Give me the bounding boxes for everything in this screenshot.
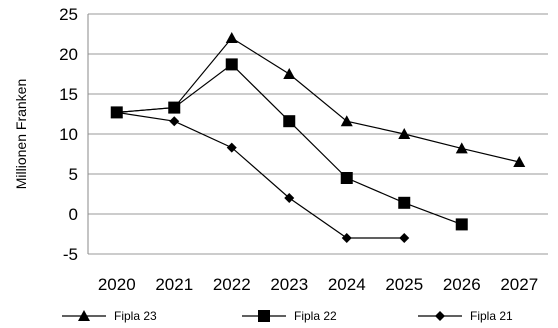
data-point-diamond	[169, 116, 180, 127]
y-tick-label: -5	[63, 245, 78, 264]
y-tick-labels: 25 20 15 10 5 0 -5	[59, 5, 78, 264]
data-point-square	[225, 58, 238, 71]
x-tick-label: 2022	[213, 275, 251, 294]
data-point-square	[340, 172, 353, 184]
data-point-diamond	[341, 233, 352, 243]
data-point-triangle	[398, 128, 411, 139]
data-point-diamond	[435, 311, 445, 321]
y-tick-label: 25	[59, 5, 78, 24]
x-tick-label: 2023	[270, 275, 308, 294]
legend-item: Fipla 22	[242, 309, 337, 323]
x-tick-label: 2027	[500, 275, 538, 294]
series-line	[116, 111, 405, 239]
y-tick-label: 10	[59, 125, 78, 144]
series-group	[110, 32, 526, 243]
x-tick-label: 2026	[443, 275, 481, 294]
data-point-diamond	[284, 193, 295, 203]
x-tick-label: 2020	[98, 275, 136, 294]
series-diamond	[111, 107, 410, 243]
y-tick-label: 5	[69, 165, 78, 184]
series-triangle	[110, 32, 526, 167]
x-tick-label: 2024	[328, 275, 366, 294]
data-point-triangle	[78, 310, 90, 321]
legend-label: Fipla 23	[114, 309, 157, 323]
data-point-diamond	[226, 142, 237, 153]
data-point-square	[168, 101, 181, 114]
data-point-triangle	[513, 156, 526, 167]
data-point-triangle	[340, 115, 353, 127]
data-point-triangle	[225, 32, 238, 43]
data-point-square	[258, 310, 270, 322]
data-point-square	[283, 115, 296, 128]
gridlines	[88, 13, 548, 255]
legend-item: Fipla 21	[418, 309, 513, 323]
data-point-square	[455, 218, 468, 231]
x-tick-labels: 2020 2021 2022 2023 2024 2025 2026 2027	[98, 275, 538, 294]
series-line	[116, 37, 520, 163]
y-axis-label: Millionen Franken	[13, 79, 29, 190]
x-tick-label: 2021	[155, 275, 193, 294]
legend-item: Fipla 23	[62, 309, 157, 323]
data-point-diamond	[399, 233, 410, 243]
data-point-triangle	[283, 68, 296, 79]
data-point-diamond	[111, 107, 122, 118]
y-tick-label: 0	[69, 205, 78, 224]
legend: Fipla 23 Fipla 22 Fipla 21	[62, 309, 513, 323]
legend-label: Fipla 21	[470, 309, 513, 323]
legend-label: Fipla 22	[294, 309, 337, 323]
x-tick-label: 2025	[385, 275, 423, 294]
data-point-square	[398, 196, 411, 209]
y-tick-label: 15	[59, 85, 78, 104]
y-tick-label: 20	[59, 45, 78, 64]
data-point-triangle	[455, 142, 468, 154]
series-square	[110, 58, 468, 231]
